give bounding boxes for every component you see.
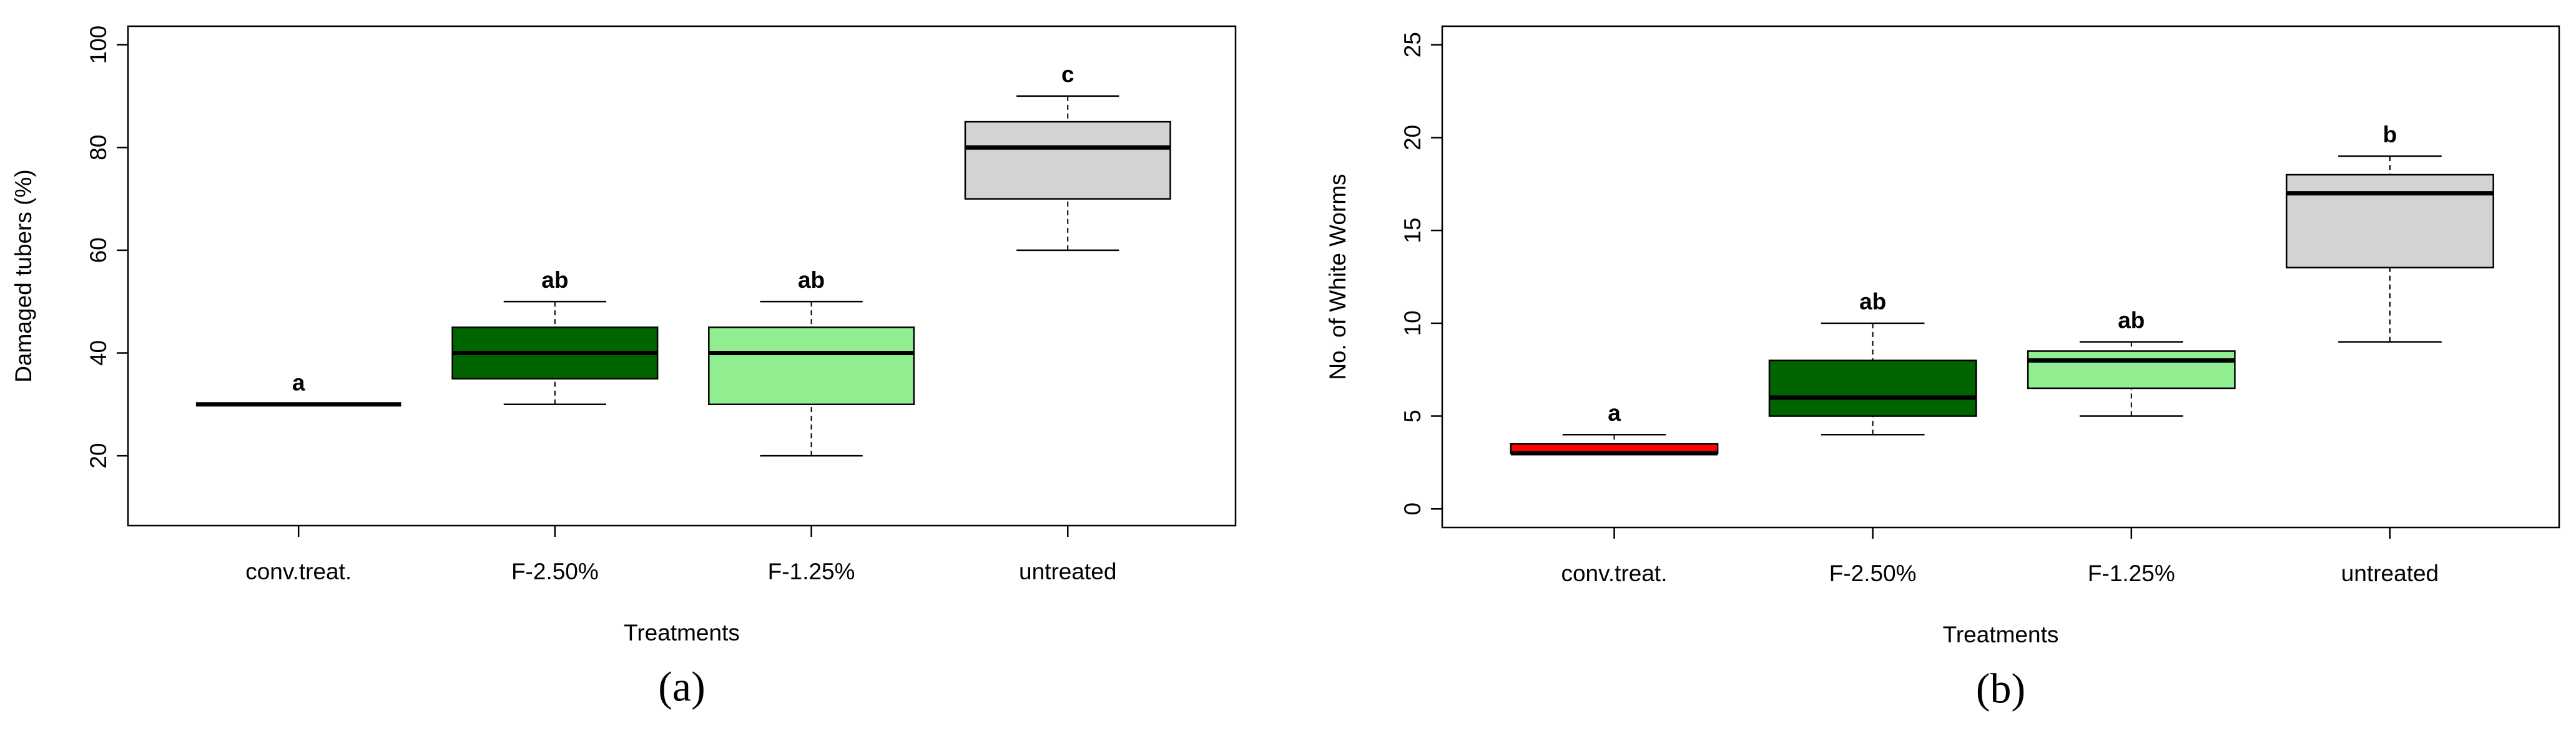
y-tick-label: 25: [1400, 32, 1425, 57]
y-tick-label: 0: [1400, 503, 1425, 516]
y-tick-label: 100: [86, 26, 111, 64]
y-tick-label: 20: [1400, 125, 1425, 150]
y-tick-label: 20: [86, 443, 111, 468]
y-tick-label: 80: [86, 135, 111, 160]
panel-label: (b): [1976, 665, 2025, 712]
y-tick-label: 40: [86, 340, 111, 366]
panel-label: (a): [658, 663, 705, 710]
significance-letter: ab: [1859, 289, 1886, 315]
plot-frame: [1441, 25, 2560, 529]
significance-letter: a: [292, 370, 305, 396]
box: [964, 120, 1171, 200]
significance-letter: c: [1061, 62, 1074, 87]
y-tick-label: 5: [1400, 410, 1425, 423]
x-tick-label: F-2.50%: [511, 559, 599, 584]
y-axis-title: No. of White Worms: [1325, 174, 1350, 380]
y-tick-label: 10: [1400, 310, 1425, 336]
significance-letter: ab: [2118, 307, 2145, 333]
x-tick-label: untreated: [1019, 559, 1116, 584]
x-tick-label: F-1.25%: [2088, 561, 2175, 586]
x-tick-label: conv.treat.: [245, 559, 351, 584]
box: [2027, 350, 2236, 390]
x-tick-label: F-1.25%: [768, 559, 855, 584]
significance-letter: ab: [798, 267, 825, 293]
box: [708, 326, 915, 406]
box: [1768, 360, 1977, 417]
significance-letter: a: [1608, 400, 1621, 426]
y-axis-title: Damaged tubers (%): [11, 169, 36, 382]
x-tick-label: untreated: [2341, 561, 2439, 586]
significance-letter: ab: [541, 267, 568, 293]
x-tick-label: conv.treat.: [1561, 561, 1667, 586]
significance-letter: b: [2383, 122, 2397, 147]
box: [2286, 174, 2494, 268]
x-axis-title: Treatments: [624, 620, 740, 645]
plot-frame: [127, 25, 1237, 527]
y-tick-label: 15: [1400, 218, 1425, 243]
x-tick-label: F-2.50%: [1829, 561, 1917, 586]
x-axis-title: Treatments: [1943, 622, 2059, 647]
y-tick-label: 60: [86, 237, 111, 263]
